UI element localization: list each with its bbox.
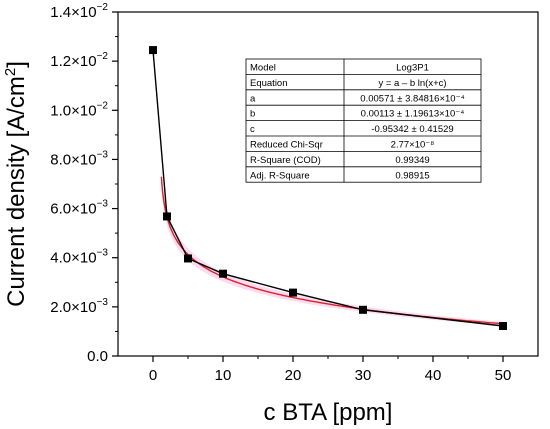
table-value: Log3P1 <box>396 63 429 74</box>
x-tick-label: 30 <box>355 367 372 384</box>
data-point <box>219 269 227 278</box>
table-value: 0.99349 <box>395 155 429 166</box>
table-value: y = a – b ln(x+c) <box>378 78 446 89</box>
data-point <box>359 305 367 314</box>
table-value: 0.98915 <box>395 170 429 181</box>
x-tick-label: 40 <box>425 367 442 384</box>
x-tick-label: 10 <box>215 367 232 384</box>
data-point <box>163 212 171 221</box>
x-tick-label: 50 <box>495 367 512 384</box>
table-key: a <box>250 93 256 104</box>
fit-result-table: Model Log3P1 Equation y = a – b ln(x+c) a 0.0… <box>245 58 482 183</box>
y-axis-title: Current density [A/cm2] <box>2 61 30 307</box>
y-tick-label: 2.0×10−3 <box>50 297 108 316</box>
table-value: 2.77×10⁻⁸ <box>391 140 435 151</box>
y-tick-label: 1.0×10−2 <box>50 100 108 119</box>
y-tick-label: 6.0×10−3 <box>50 199 108 218</box>
x-tick-label: 0 <box>149 367 157 384</box>
table-key: Model <box>250 63 276 74</box>
table-value: 0.00113 ± 1.19613×10⁻⁴ <box>361 109 465 120</box>
y-tick-label: 4.0×10−3 <box>50 248 108 267</box>
table-key: c <box>250 124 255 135</box>
table-key: Adj. R-Square <box>250 170 310 181</box>
data-point <box>149 46 157 55</box>
y-tick-label: 0.0 <box>87 348 108 365</box>
data-point <box>289 288 297 297</box>
table-value: 0.00571 ± 3.84816×10⁻⁴ <box>360 93 464 104</box>
table-key: Reduced Chi-Sqr <box>250 140 323 151</box>
x-axis-title: c BTA [ppm] <box>264 399 393 426</box>
table-key: Equation <box>250 78 288 89</box>
y-tick-label: 8.0×10−3 <box>50 149 108 168</box>
table-key: R-Square (COD) <box>250 155 321 166</box>
x-tick-label: 20 <box>285 367 302 384</box>
y-axis-title-end: ] <box>3 61 30 68</box>
table-key: b <box>250 109 255 120</box>
y-axis-title-superscript: 2 <box>2 68 19 76</box>
table-value: -0.95342 ± 0.41529 <box>371 124 453 135</box>
data-point <box>499 322 507 331</box>
y-tick-label: 1.4×10−2 <box>50 2 108 21</box>
data-point <box>184 254 192 263</box>
y-tick-label: 1.2×10−2 <box>50 51 108 70</box>
